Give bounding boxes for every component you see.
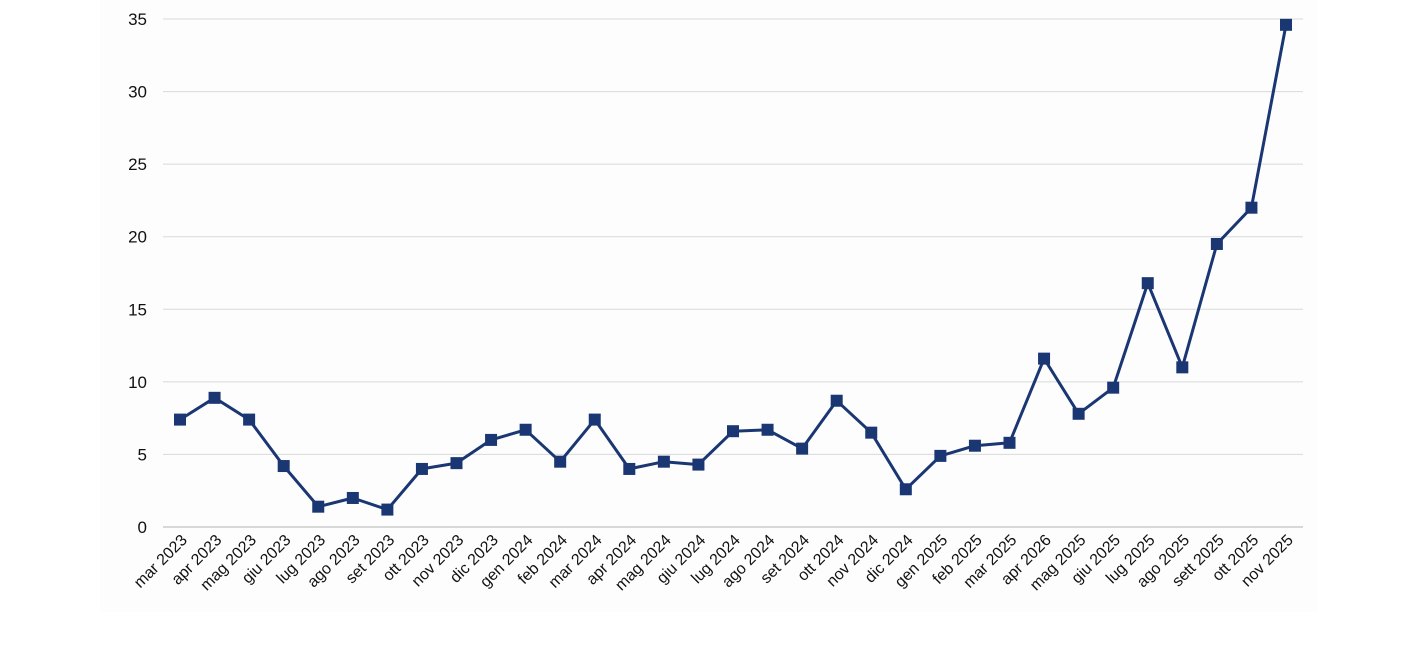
- data-point-marker: [1141, 277, 1154, 290]
- data-point-marker: [554, 455, 567, 468]
- data-point-marker: [1245, 201, 1258, 214]
- data-point-marker: [968, 439, 981, 452]
- data-point-marker: [761, 423, 774, 436]
- data-point-marker: [934, 449, 947, 462]
- data-point-marker: [1038, 352, 1051, 365]
- data-point-marker: [450, 457, 463, 470]
- data-point-marker: [346, 491, 359, 504]
- y-tick-label-15: 15: [128, 300, 147, 319]
- data-point-marker: [381, 503, 394, 516]
- data-point-marker: [1107, 381, 1120, 394]
- marker-layer: [174, 18, 1292, 516]
- y-tick-label-30: 30: [128, 83, 147, 102]
- data-point-marker: [1003, 436, 1016, 449]
- y-tick-label-0: 0: [138, 518, 147, 537]
- data-point-marker: [415, 462, 428, 475]
- data-point-marker: [657, 455, 670, 468]
- gridlines: [163, 18, 1303, 455]
- data-point-marker: [312, 500, 325, 513]
- data-point-marker: [865, 426, 878, 439]
- data-point-marker: [243, 413, 256, 426]
- data-point-marker: [727, 425, 739, 438]
- data-point-marker: [1280, 18, 1292, 31]
- data-point-marker: [588, 413, 601, 426]
- data-point-marker: [623, 462, 636, 475]
- data-point-marker: [692, 458, 705, 471]
- data-point-marker: [485, 433, 498, 446]
- data-point-marker: [174, 413, 186, 426]
- data-point-marker: [796, 442, 809, 455]
- y-tick-label-25: 25: [128, 155, 147, 174]
- data-point-marker: [1072, 407, 1085, 420]
- y-tick-label-5: 5: [138, 445, 147, 464]
- data-point-marker: [277, 460, 290, 473]
- plot-area: [100, 0, 1318, 612]
- data-point-marker: [830, 394, 843, 407]
- data-point-marker: [899, 483, 912, 496]
- y-axis-tick-labels: 0 5 10 15 20 25 30 35: [128, 10, 147, 537]
- data-point-marker: [1210, 237, 1223, 250]
- data-point-marker: [208, 391, 221, 404]
- data-point-marker: [1176, 361, 1189, 374]
- y-tick-label-10: 10: [128, 373, 147, 392]
- y-tick-label-35: 35: [128, 10, 147, 29]
- data-point-marker: [519, 423, 532, 436]
- y-tick-label-20: 20: [128, 228, 147, 247]
